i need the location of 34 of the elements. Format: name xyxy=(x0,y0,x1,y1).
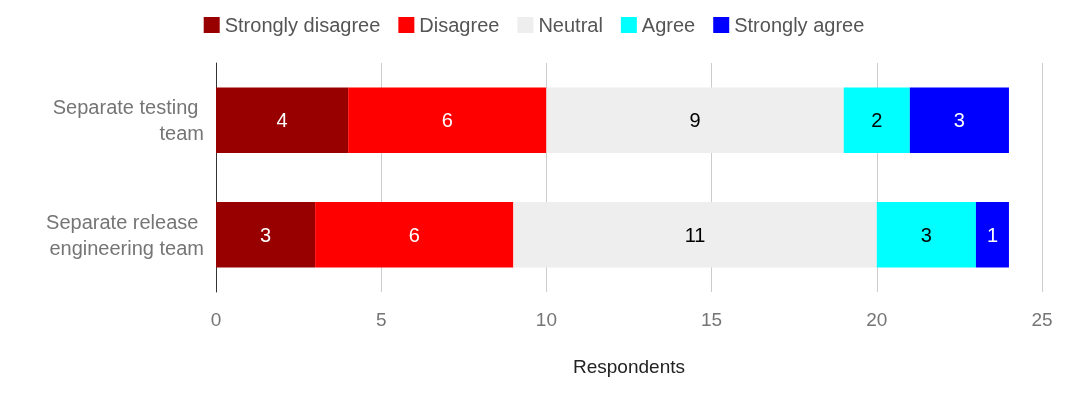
legend-label: Neutral xyxy=(538,14,603,36)
data-label: 3 xyxy=(920,223,932,246)
x-axis-title: Respondents xyxy=(573,356,685,377)
bar xyxy=(315,202,514,268)
data-label: 6 xyxy=(408,223,420,246)
x-tick-label: 10 xyxy=(535,309,557,330)
y-tick-label: Separate testing team xyxy=(52,96,204,145)
legend-label: Disagree xyxy=(419,14,500,36)
x-tick-label: 20 xyxy=(866,309,888,330)
bar xyxy=(876,202,976,268)
x-tick-label: 0 xyxy=(210,309,222,330)
x-tick-label: 5 xyxy=(375,309,387,330)
data-label: 11 xyxy=(684,223,706,246)
bar xyxy=(909,87,1009,153)
data-label: 3 xyxy=(953,109,965,132)
bar xyxy=(843,87,910,153)
data-label: 2 xyxy=(871,109,883,132)
data-label: 3 xyxy=(260,223,272,246)
y-tick-label: Separate release engineering team xyxy=(46,210,204,259)
bar xyxy=(216,87,349,153)
bar xyxy=(975,202,1009,268)
x-tick-label: 15 xyxy=(701,309,723,330)
bar xyxy=(216,202,316,268)
data-label: 4 xyxy=(276,109,288,132)
bar xyxy=(513,202,877,268)
x-tick-label: 25 xyxy=(1031,309,1053,330)
legend-label: Strongly agree xyxy=(734,14,865,36)
data-label: 6 xyxy=(441,109,453,132)
data-label: 9 xyxy=(689,109,701,132)
legend-label: Agree xyxy=(641,14,696,36)
data-label: 1 xyxy=(986,223,998,246)
bar xyxy=(348,87,547,153)
bar xyxy=(546,87,844,153)
legend-label: Strongly disagree xyxy=(224,14,381,36)
